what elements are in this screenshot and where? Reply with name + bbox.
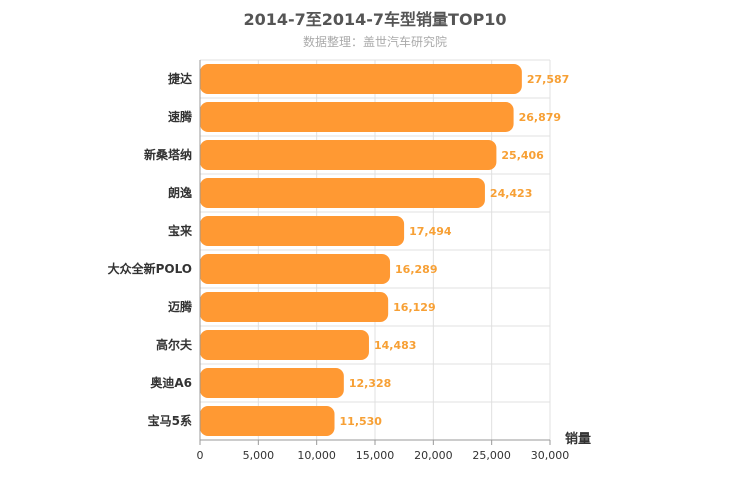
category-label: 宝来 (168, 223, 193, 238)
data-label: 12,328 (349, 377, 391, 390)
category-label: 速腾 (168, 109, 193, 124)
data-label: 16,129 (393, 301, 435, 314)
x-tick-label: 20,000 (414, 449, 453, 462)
bar (200, 406, 335, 436)
bar (200, 178, 485, 208)
category-label: 宝马5系 (148, 413, 192, 428)
bar (200, 64, 522, 94)
x-tick-label: 0 (197, 449, 204, 462)
bar (200, 368, 344, 398)
bar (200, 254, 391, 284)
category-label: 大众全新POLO (108, 261, 192, 276)
category-label: 捷达 (168, 71, 192, 86)
category-label: 新桑塔纳 (144, 147, 192, 162)
data-label: 25,406 (501, 149, 544, 162)
bar (200, 330, 369, 360)
data-label: 24,423 (490, 187, 532, 200)
bars (200, 64, 522, 436)
x-axis-title: 销量 (565, 431, 591, 447)
axes (199, 60, 551, 445)
chart-title: 2014-7至2014-7车型销量TOP10 (243, 10, 507, 29)
chart-subtitle: 数据整理：盖世汽车研究院 (302, 35, 447, 49)
x-tick-label: 30,000 (531, 449, 570, 462)
bar (200, 292, 389, 322)
bar (200, 216, 405, 246)
data-label: 26,879 (519, 111, 561, 124)
category-label: 高尔夫 (156, 337, 193, 352)
x-tick-label: 10,000 (297, 449, 336, 462)
x-tick-label: 25,000 (472, 449, 511, 462)
data-label: 27,587 (527, 73, 569, 86)
bar (200, 102, 514, 132)
x-tick-label: 5,000 (243, 449, 275, 462)
data-label: 11,530 (340, 415, 383, 428)
category-label: 朗逸 (168, 185, 192, 200)
x-tick-label: 15,000 (356, 449, 395, 462)
data-label: 16,289 (395, 263, 437, 276)
category-label: 迈腾 (168, 299, 193, 314)
data-label: 17,494 (409, 225, 452, 238)
data-label: 14,483 (374, 339, 416, 352)
category-label: 奥迪A6 (150, 375, 192, 390)
bar (200, 140, 497, 170)
labels: 0 5,000 10,000 15,000 20,000 25,000 30,000 捷达 27… (108, 71, 570, 462)
